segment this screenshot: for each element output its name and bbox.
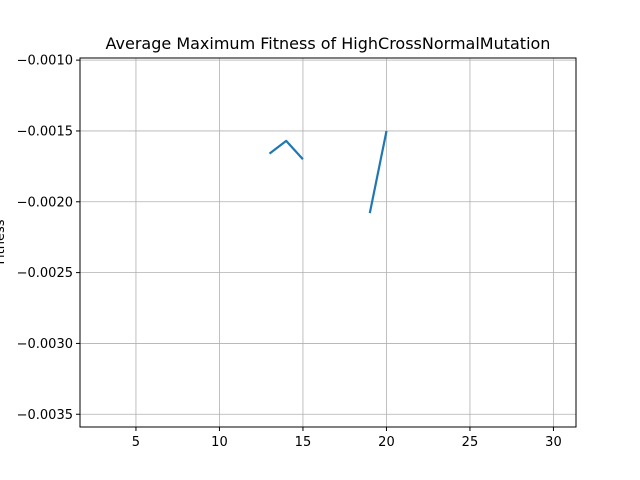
y-tick-label: −0.0010 <box>17 54 73 69</box>
y-tick-label: −0.0025 <box>17 266 73 281</box>
y-tick-label: −0.0035 <box>17 408 73 423</box>
series-layer <box>268 130 388 214</box>
x-tick-label: 10 <box>211 435 228 450</box>
x-tick-label: 15 <box>295 435 312 450</box>
chart-title: Average Maximum Fitness of HighCrossNorm… <box>106 34 551 53</box>
y-axis: −0.0010 −0.0015 −0.0020 −0.0025 −0.0030 −0.00… <box>17 54 80 423</box>
x-axis: 5 10 15 20 25 30 <box>132 427 562 450</box>
y-tick-label: −0.0020 <box>17 195 73 210</box>
x-tick-label: 30 <box>545 435 562 450</box>
x-tick-label: 5 <box>132 435 140 450</box>
series-line-segment <box>268 139 304 161</box>
y-axis-label: Fitness <box>0 219 8 264</box>
y-tick-label: −0.0030 <box>17 337 73 352</box>
y-tick-label: −0.0015 <box>17 124 73 139</box>
x-tick-label: 25 <box>462 435 479 450</box>
series-line-segment <box>368 130 388 214</box>
x-tick-label: 20 <box>378 435 395 450</box>
plot-frame <box>79 57 577 428</box>
grid <box>80 58 576 427</box>
